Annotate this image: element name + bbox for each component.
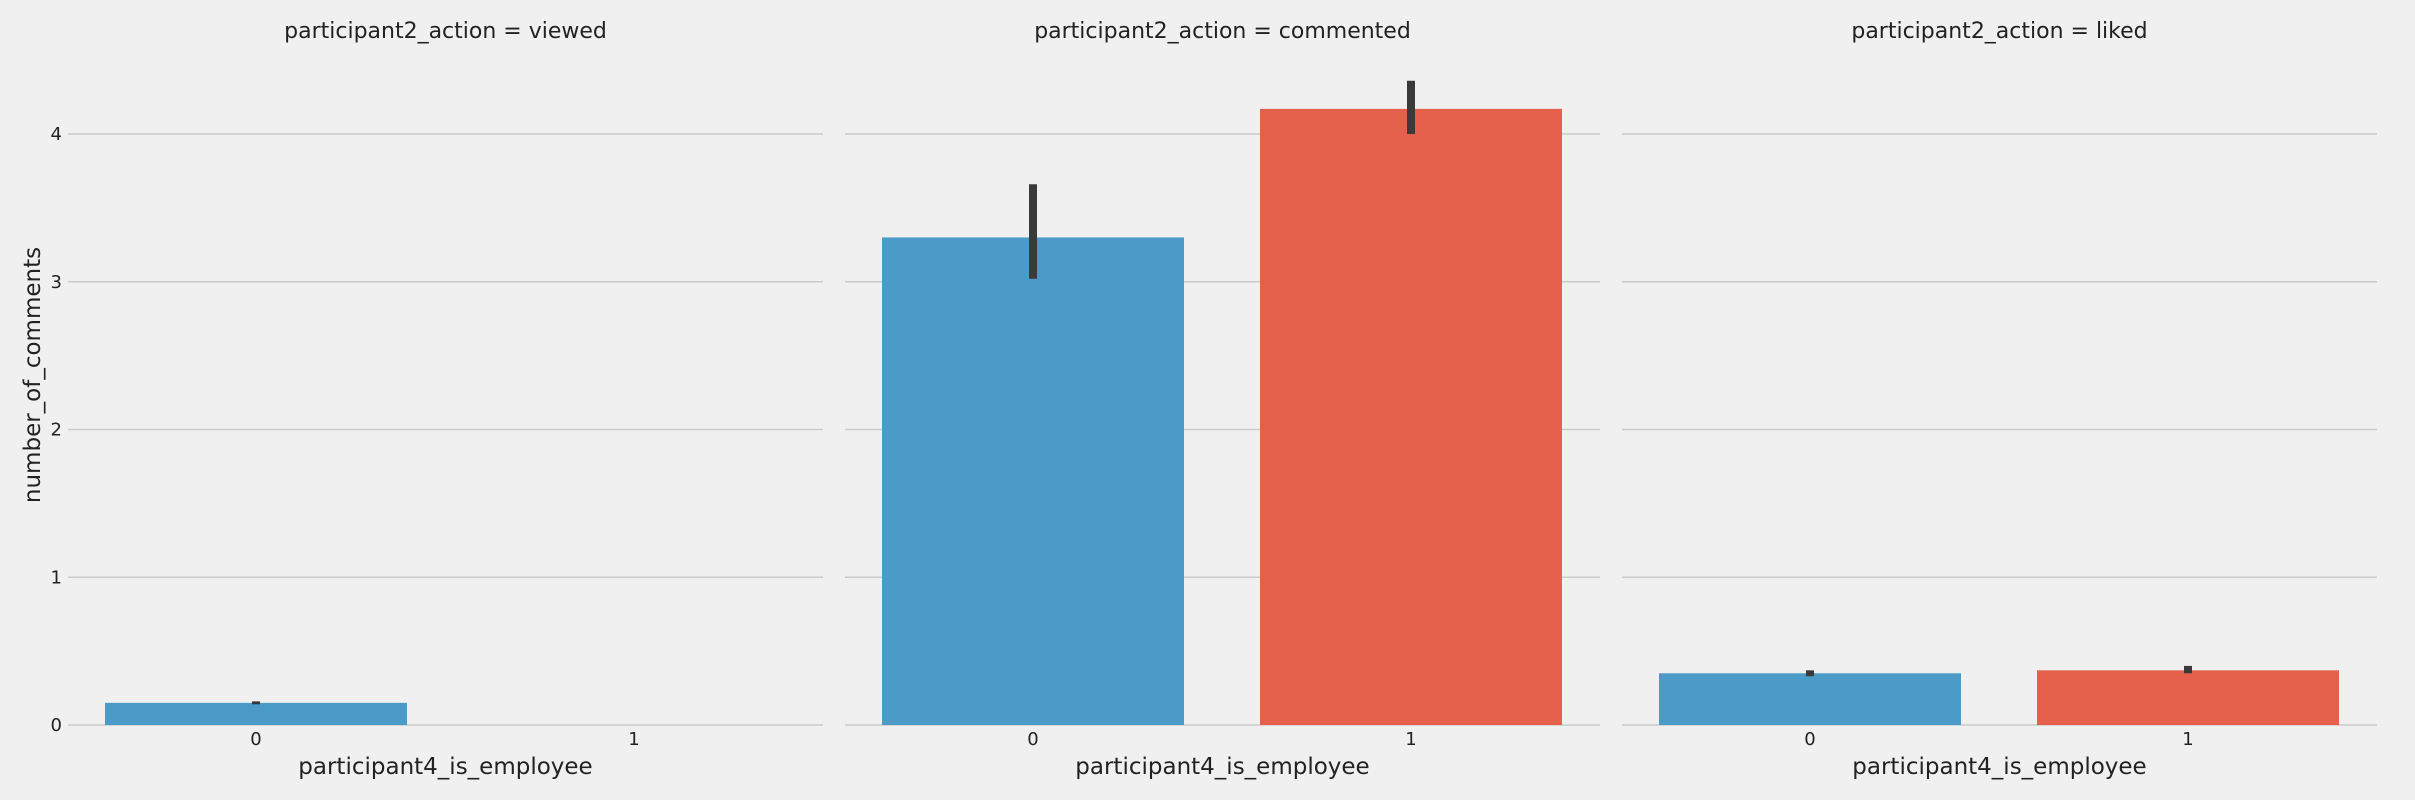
panel-1: participant2_action = commented 0 1 partici… [845, 19, 1600, 780]
panel-2: participant2_action = liked 0 1 participant… [1622, 19, 2377, 780]
y-axis-label: number_of_comments [20, 247, 46, 503]
y-tick-label: 0 [51, 715, 62, 736]
panel-title: participant2_action = liked [1851, 19, 2147, 44]
x-tick-label: 0 [1804, 729, 1815, 750]
x-tick-label: 1 [2182, 729, 2193, 750]
x-tick-label: 1 [628, 729, 639, 750]
x-axis-label: participant4_is_employee [1075, 754, 1369, 780]
y-tick-label: 3 [51, 272, 62, 293]
panel-title: participant2_action = commented [1034, 19, 1411, 44]
panel-0: participant2_action = viewed 0 1 participan… [51, 19, 823, 780]
y-tick-label: 4 [51, 124, 62, 145]
bar [882, 237, 1184, 726]
bar [2037, 670, 2339, 725]
y-tick-label: 2 [51, 420, 62, 441]
x-tick-label: 1 [1405, 729, 1416, 750]
x-tick-label: 0 [250, 729, 261, 750]
x-axis-label: participant4_is_employee [298, 754, 592, 780]
panel-title: participant2_action = viewed [284, 19, 607, 44]
bar [105, 702, 407, 725]
x-axis-label: participant4_is_employee [1852, 754, 2146, 780]
x-tick-label: 0 [1027, 729, 1038, 750]
bar [1260, 108, 1562, 725]
bar [1659, 673, 1961, 725]
y-tick-label: 1 [51, 567, 62, 588]
